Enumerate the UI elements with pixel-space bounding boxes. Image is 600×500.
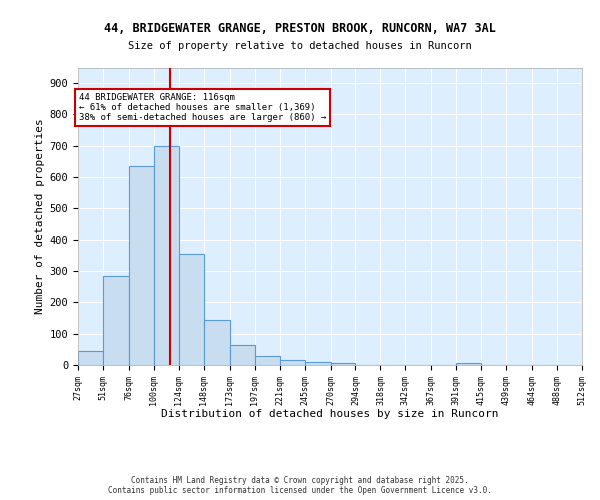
Bar bbox=[179, 254, 204, 365]
Text: Size of property relative to detached houses in Runcorn: Size of property relative to detached ho… bbox=[128, 41, 472, 51]
X-axis label: Distribution of detached houses by size in Runcorn: Distribution of detached houses by size … bbox=[161, 409, 499, 419]
Text: 44, BRIDGEWATER GRANGE, PRESTON BROOK, RUNCORN, WA7 3AL: 44, BRIDGEWATER GRANGE, PRESTON BROOK, R… bbox=[104, 22, 496, 36]
Y-axis label: Number of detached properties: Number of detached properties bbox=[35, 118, 46, 314]
Bar bbox=[129, 166, 154, 365]
Bar bbox=[103, 276, 129, 365]
Bar bbox=[456, 364, 481, 365]
Bar bbox=[331, 363, 355, 365]
Bar bbox=[78, 351, 103, 365]
Bar bbox=[230, 344, 254, 365]
Bar bbox=[154, 146, 179, 365]
Bar bbox=[204, 320, 230, 365]
Text: Contains HM Land Registry data © Crown copyright and database right 2025.
Contai: Contains HM Land Registry data © Crown c… bbox=[108, 476, 492, 495]
Bar bbox=[305, 362, 331, 365]
Text: 44 BRIDGEWATER GRANGE: 116sqm
← 61% of detached houses are smaller (1,369)
38% o: 44 BRIDGEWATER GRANGE: 116sqm ← 61% of d… bbox=[79, 92, 326, 122]
Bar bbox=[280, 360, 305, 365]
Bar bbox=[254, 356, 280, 365]
